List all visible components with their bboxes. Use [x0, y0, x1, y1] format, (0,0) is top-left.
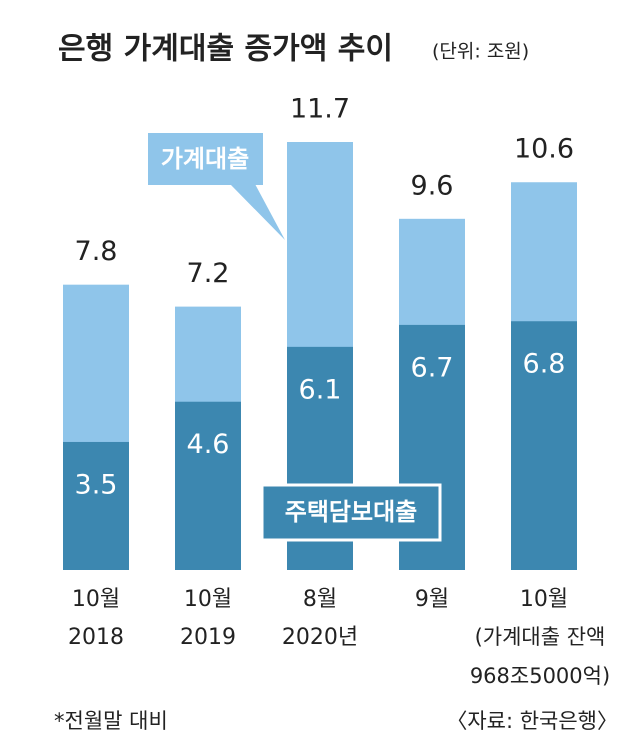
x-tick-label: 9월: [415, 587, 449, 612]
value-label: 6.8: [523, 349, 566, 380]
legend-label: 가계대출: [161, 145, 249, 173]
value-label: 9.6: [411, 170, 454, 201]
x-tick-label: 10월: [184, 587, 232, 612]
footnote: *전월말 대비: [54, 709, 168, 733]
value-label: 6.7: [411, 352, 454, 383]
unit-label: (단위: 조원): [432, 41, 529, 63]
legend-box: [148, 133, 263, 185]
legend-label: 주택담보대출: [285, 498, 417, 526]
value-label: 11.7: [290, 94, 350, 125]
x-tick-label: 2019: [180, 625, 236, 650]
callout-tail: [230, 184, 285, 240]
x-tick-label: 2020년: [282, 625, 358, 650]
value-label: 7.2: [187, 258, 230, 289]
value-label: 3.5: [75, 469, 118, 500]
chart-title: 은행 가계대출 증가액 추이: [58, 32, 393, 67]
x-tick-label: 2018: [68, 625, 124, 650]
bar: [511, 321, 577, 570]
bar: [63, 441, 129, 570]
x-tick-label: 10월: [520, 587, 568, 612]
source: 〈자료: 한국은행〉: [446, 709, 618, 733]
value-label: 7.8: [75, 236, 118, 267]
value-label: 10.6: [514, 134, 574, 165]
legend-box: [260, 483, 442, 542]
x-tick-label: 10월: [72, 587, 120, 612]
bar: [175, 401, 241, 570]
value-label: 4.6: [187, 429, 230, 460]
x-tick-label: 8월: [303, 587, 337, 612]
annotation: 968조5000억): [470, 664, 610, 688]
annotation: (가계대출 잔액: [475, 625, 606, 649]
value-label: 6.1: [299, 374, 342, 405]
